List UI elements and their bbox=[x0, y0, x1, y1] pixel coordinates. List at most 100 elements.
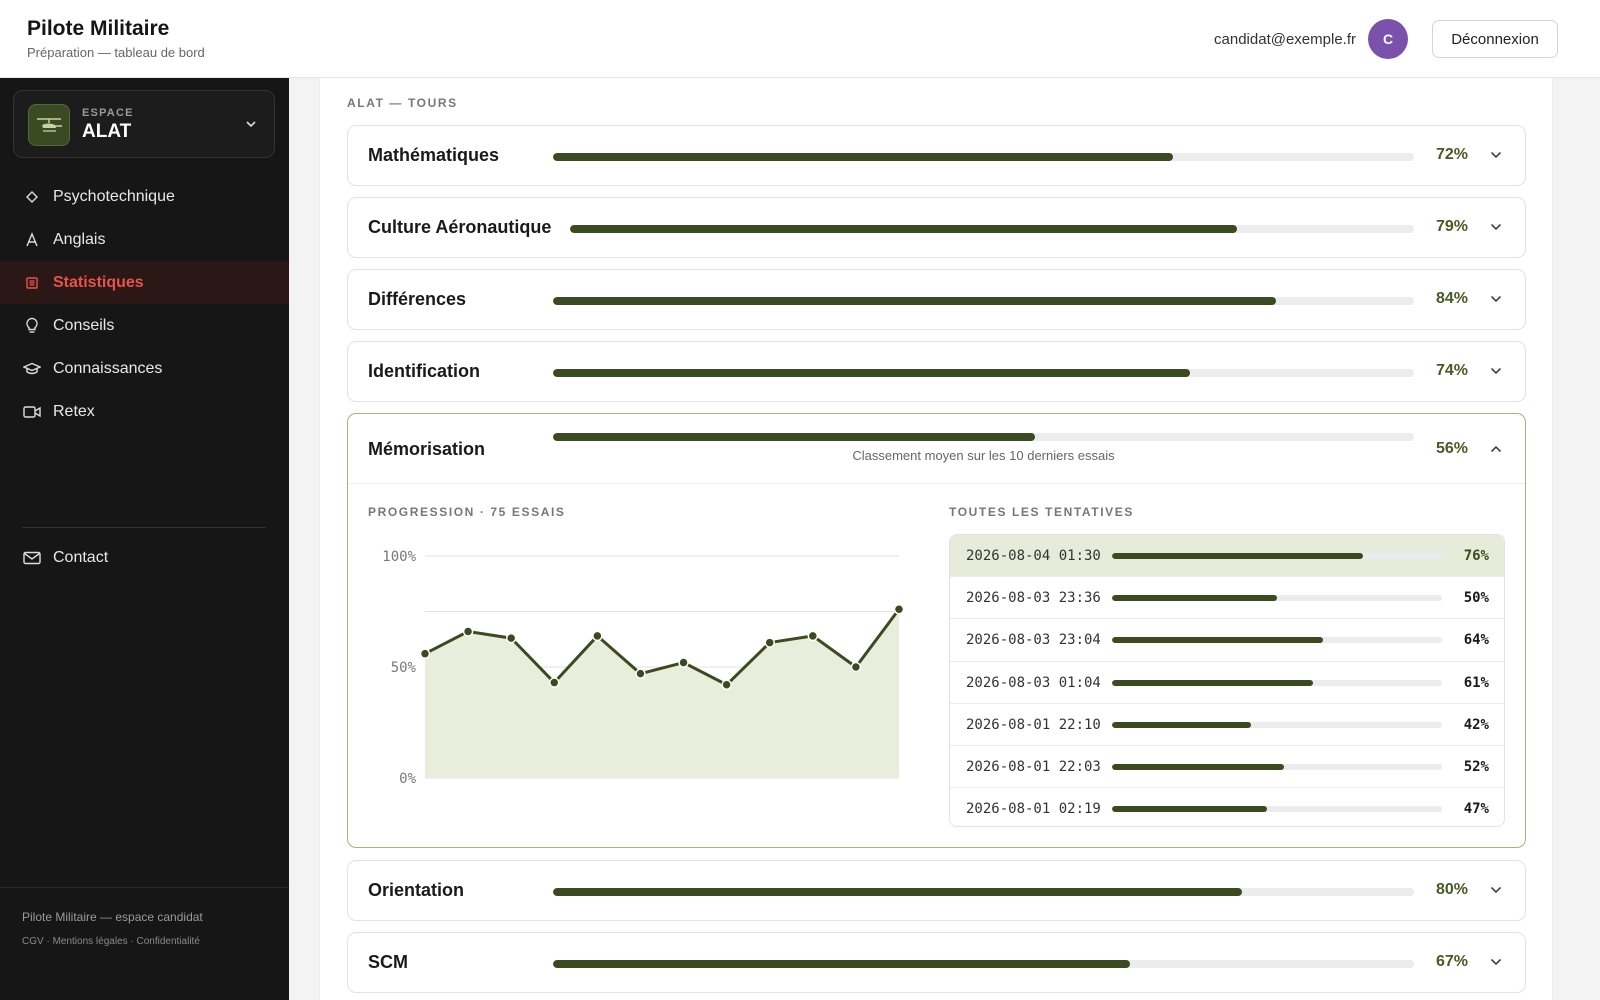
chevron-down-icon[interactable] bbox=[1489, 292, 1503, 311]
top-header: Pilote Militaire Préparation — tableau d… bbox=[0, 0, 1600, 78]
sidebar-nav: Psychotechnique Anglais Statistiques Con… bbox=[0, 175, 289, 433]
sidebar-item-connaissances[interactable]: Connaissances bbox=[0, 347, 289, 390]
score-bar-fill bbox=[553, 433, 1036, 441]
attempt-bar bbox=[1112, 553, 1442, 559]
footer-link-mentions[interactable]: Mentions légales bbox=[52, 936, 128, 947]
attempt-row[interactable]: 2026-08-03 23:36 50% bbox=[950, 577, 1504, 620]
attempt-bar-fill bbox=[1112, 595, 1277, 602]
data-point bbox=[592, 630, 603, 642]
data-point bbox=[850, 661, 862, 673]
score-bar bbox=[553, 960, 1414, 968]
graduation-cap-icon bbox=[23, 360, 41, 378]
footer-title: Pilote Militaire — espace candidat bbox=[22, 910, 203, 924]
attempts-list: 2026-08-04 01:30 76% 2026-08-03 23:36 50% 20… bbox=[949, 534, 1505, 827]
score-bar-fill bbox=[553, 960, 1130, 968]
avatar[interactable]: C bbox=[1368, 19, 1408, 59]
mail-icon bbox=[23, 549, 41, 567]
sidebar-item-psychotechnique[interactable]: Psychotechnique bbox=[0, 175, 289, 218]
attempt-bar bbox=[1112, 806, 1442, 813]
attempt-row[interactable]: 2026-08-01 02:19 47% bbox=[950, 788, 1504, 826]
attempt-bar-fill bbox=[1112, 553, 1363, 559]
logout-button[interactable]: Déconnexion bbox=[1432, 20, 1558, 58]
sidebar-item-label: Anglais bbox=[53, 230, 106, 248]
subject-row[interactable]: Orientation 80% bbox=[347, 860, 1526, 921]
attempt-percent: 47% bbox=[1463, 801, 1489, 818]
attempt-date: 2026-08-01 22:03 bbox=[966, 758, 1101, 775]
subject-row[interactable]: Identification 74% bbox=[347, 341, 1526, 402]
section-title: ALAT — TOURS bbox=[347, 96, 458, 110]
data-point bbox=[893, 604, 905, 615]
attempt-bar bbox=[1112, 721, 1442, 728]
chevron-down-icon[interactable] bbox=[1489, 955, 1503, 974]
subject-row[interactable]: Culture Aéronautique 79% bbox=[347, 197, 1526, 258]
sidebar: ESPACE ALAT Psychotechnique Anglais Stat… bbox=[0, 78, 289, 1000]
attempt-bar-fill bbox=[1112, 806, 1268, 813]
space-selector[interactable]: ESPACE ALAT bbox=[13, 90, 275, 158]
data-point bbox=[635, 668, 646, 679]
chevron-down-icon[interactable] bbox=[1489, 148, 1503, 167]
score-bar bbox=[553, 297, 1414, 305]
data-point bbox=[721, 679, 732, 691]
sidebar-item-statistiques[interactable]: Statistiques bbox=[0, 261, 289, 304]
sidebar-item-label: Statistiques bbox=[53, 273, 144, 291]
diamond-icon bbox=[23, 188, 41, 206]
subject-row[interactable]: SCM 67% bbox=[347, 932, 1526, 993]
attempt-date: 2026-08-03 23:04 bbox=[966, 632, 1101, 649]
y-tick-label: 50% bbox=[391, 660, 417, 676]
score-bar-fill bbox=[553, 153, 1173, 161]
score-bar-fill bbox=[553, 369, 1191, 377]
series-area bbox=[425, 609, 899, 778]
attempt-bar bbox=[1112, 595, 1442, 602]
attempt-bar bbox=[1112, 763, 1442, 770]
footer-link-confidentialite[interactable]: Confidentialité bbox=[136, 936, 200, 947]
attempt-row[interactable]: 2026-08-01 22:10 42% bbox=[950, 704, 1504, 746]
attempt-bar bbox=[1112, 637, 1442, 644]
score-percent: 79% bbox=[1435, 218, 1468, 235]
progression-chart: 0% 50% 100% bbox=[382, 549, 905, 787]
chart-list-icon bbox=[23, 274, 41, 292]
helicopter-icon bbox=[28, 104, 70, 146]
attempt-row[interactable]: 2026-08-01 22:03 52% bbox=[950, 746, 1504, 789]
sidebar-item-label: Connaissances bbox=[53, 359, 163, 377]
sidebar-item-contact[interactable]: Contact bbox=[0, 536, 289, 579]
attempt-date: 2026-08-03 23:36 bbox=[966, 590, 1101, 607]
sidebar-item-conseils[interactable]: Conseils bbox=[0, 304, 289, 347]
attempt-bar bbox=[1112, 679, 1442, 686]
attempt-row[interactable]: 2026-08-03 01:04 61% bbox=[950, 662, 1504, 704]
attempt-percent: 52% bbox=[1463, 758, 1489, 775]
score-bar bbox=[570, 225, 1414, 233]
chevron-down-icon[interactable] bbox=[1489, 364, 1503, 383]
score-percent: 80% bbox=[1435, 881, 1468, 898]
score-percent: 67% bbox=[1435, 953, 1468, 970]
sidebar-item-label: Retex bbox=[53, 402, 95, 420]
subject-name: Culture Aéronautique bbox=[368, 217, 552, 237]
attempt-row[interactable]: 2026-08-04 01:30 76% bbox=[950, 535, 1504, 578]
app-title: Pilote Militaire bbox=[27, 17, 170, 40]
data-point bbox=[462, 626, 474, 637]
chevron-up-icon[interactable] bbox=[1489, 442, 1503, 461]
attempt-percent: 50% bbox=[1463, 590, 1489, 607]
series-line bbox=[424, 608, 901, 687]
score-bar bbox=[553, 433, 1414, 441]
score-percent: 84% bbox=[1435, 290, 1468, 307]
sidebar-item-anglais[interactable]: Anglais bbox=[0, 218, 289, 261]
subject-row[interactable]: Mémorisation Classement moyen sur les 10… bbox=[348, 414, 1525, 484]
subject-row[interactable]: Différences 84% bbox=[347, 269, 1526, 330]
attempt-percent: 42% bbox=[1463, 716, 1489, 733]
data-point bbox=[549, 677, 560, 688]
score-bar bbox=[553, 888, 1414, 896]
chevron-down-icon[interactable] bbox=[1489, 220, 1503, 239]
attempt-date: 2026-08-01 02:19 bbox=[966, 801, 1101, 818]
score-bar bbox=[553, 153, 1414, 161]
video-camera-icon bbox=[23, 403, 41, 421]
footer-link-cgv[interactable]: CGV bbox=[22, 936, 44, 947]
sidebar-item-retex[interactable]: Retex bbox=[0, 390, 289, 433]
sidebar-item-label: Conseils bbox=[53, 316, 115, 334]
y-tick-label: 100% bbox=[382, 549, 416, 565]
attempt-row[interactable]: 2026-08-03 23:04 64% bbox=[950, 619, 1504, 662]
attempt-date: 2026-08-01 22:10 bbox=[966, 716, 1101, 733]
subject-row[interactable]: Mathématiques 72% bbox=[347, 125, 1526, 186]
score-caption: Classement moyen sur les 10 derniers ess… bbox=[852, 448, 1115, 463]
score-percent: 72% bbox=[1435, 146, 1468, 163]
chevron-down-icon[interactable] bbox=[1489, 883, 1503, 902]
